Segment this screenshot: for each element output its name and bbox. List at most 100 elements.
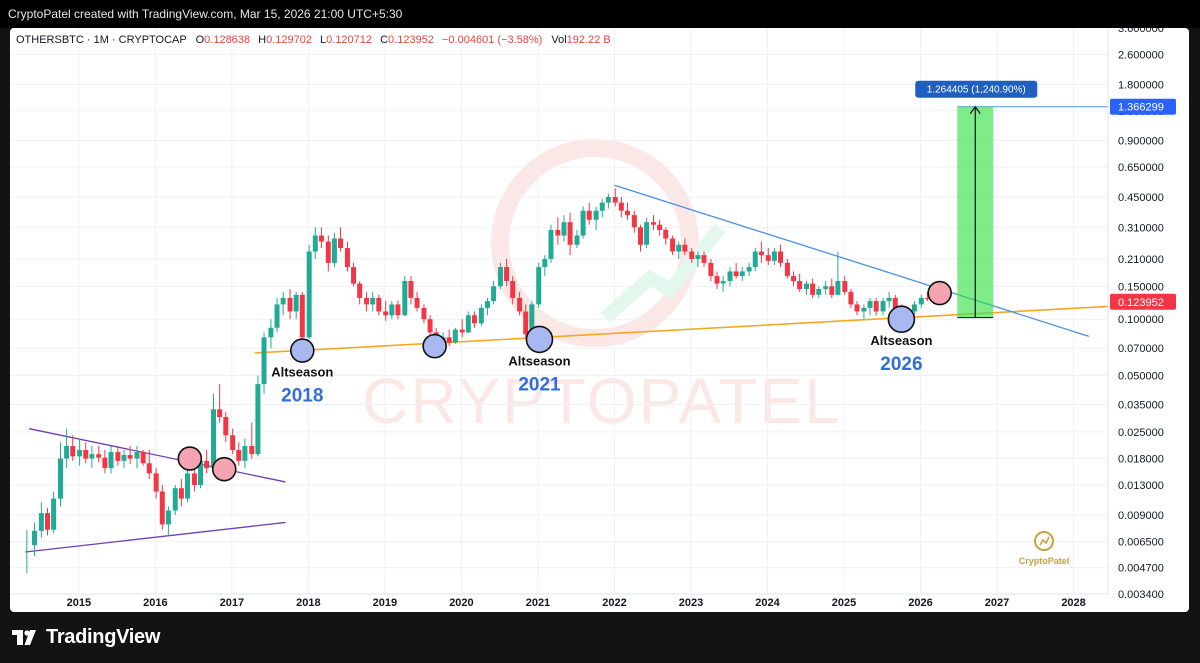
projection[interactable]: 1.264405 (1,240.90%) [915,80,1038,319]
symbol-legend[interactable]: OTHERSBTC · 1M · CRYPTOCAP O0.128638 H0.… [16,34,611,46]
legend-vol-label: Vol [551,34,566,46]
candle-body [172,488,178,511]
candle-body [510,281,516,298]
candle-body [752,251,758,268]
candle-body [312,235,318,252]
candle-body [848,291,854,305]
time-axis[interactable]: 2015 2016 2017 2018 2019 2020 2021 2022 2023 2024… [10,593,1108,609]
candle-body [676,244,682,252]
price-tick-label: 0.050000 [1118,371,1164,383]
candle-body [204,460,210,469]
candle-body [351,267,357,284]
altseason-year: 2026 [880,354,922,375]
candle-body [810,283,816,295]
candle-body [153,473,159,492]
candle-body [338,238,344,249]
candle-body [242,446,248,461]
candle-body [784,262,790,277]
candle-body [739,271,745,277]
tradingview-logo[interactable]: TradingView [12,626,160,649]
candle-body [395,304,401,316]
candle-body [230,435,236,451]
altseason-label: Altseason [870,333,932,348]
chart-frame[interactable]: CRYPTOPATEL 1.264405 (1,240.90%) Altseas… [10,28,1189,612]
candle-body [414,297,420,308]
footer-bar: TradingView [0,612,1200,663]
candle-body [886,297,892,302]
candle-body [376,297,382,312]
cryptopatel-logo: CryptoPatel [1019,531,1069,566]
time-tick-label: 2017 [220,597,244,609]
support-circle [289,338,315,363]
candle-body [637,227,643,245]
candle-body [771,251,777,261]
candle-body [797,281,803,290]
candle-body [185,473,191,499]
legend-h-value: 0.129702 [266,34,312,46]
candle-body [804,283,810,290]
candle-body [191,473,197,486]
candle-body [357,283,363,298]
candle-body [574,235,580,245]
candle-body [427,319,433,333]
price-tick-label: 0.013000 [1118,480,1164,492]
time-tick-label: 2020 [449,597,473,609]
candle-body [44,513,50,530]
candle-body [268,327,274,338]
candle-body [861,307,867,312]
triangle-upper-line [28,428,286,483]
downtrend-line [614,184,1090,337]
candle-body [115,452,121,461]
candle-body [816,289,822,295]
altseason-year: 2018 [281,386,323,407]
candle-body [383,311,389,316]
candle-body [318,235,324,242]
candle-body [714,276,720,284]
candle-body [274,304,280,328]
candle-body [892,297,898,312]
price-tick-label: 0.210000 [1118,254,1164,266]
candle-body [854,304,860,312]
target-price-text: 1.366299 [1118,102,1164,114]
watermark: CRYPTOPATEL [362,139,840,437]
candle-body [701,255,707,263]
candle-body [236,450,242,461]
candle-body [663,229,669,239]
candle-body [31,530,37,546]
candle-body [720,281,726,284]
candle-body [70,446,76,457]
candle-body [561,222,567,236]
candle-body [165,510,171,525]
candle-body [555,229,561,236]
candle-body [517,297,523,312]
legend-symbol[interactable]: OTHERSBTC · 1M · CRYPTOCAP [16,34,187,46]
candle-body [249,446,255,455]
price-tick-label: 0.006500 [1118,536,1164,548]
candle-body [924,297,930,299]
candle-body [64,446,70,459]
candle-body [791,276,797,282]
projection-label-bg [915,80,1038,98]
candle-body [134,452,140,459]
candle-body [465,315,471,333]
candle-body [77,450,83,457]
candle-body [96,454,102,458]
candle-body [38,513,44,531]
candle-body [364,297,370,305]
candle-body [523,311,529,335]
candle-body [389,304,395,316]
candle-body [880,301,886,312]
candle-body [121,455,127,461]
legend-o-value: 0.128638 [204,34,250,46]
candle-body [765,255,771,261]
price-tick-label: 0.900000 [1118,136,1164,148]
breakout-circle [211,456,237,482]
price-chart[interactable]: CRYPTOPATEL 1.264405 (1,240.90%) Altseas… [10,28,1189,612]
price-axis[interactable]: 3.6000002.6000001.8000001.3000000.900000… [1107,28,1164,601]
legend-h-label: H [258,34,266,46]
candle-body [580,210,586,236]
candle-body [306,251,312,338]
support-circle [525,325,554,354]
price-tick-label: 0.035000 [1118,400,1164,412]
price-tick-label: 0.009000 [1118,510,1164,522]
